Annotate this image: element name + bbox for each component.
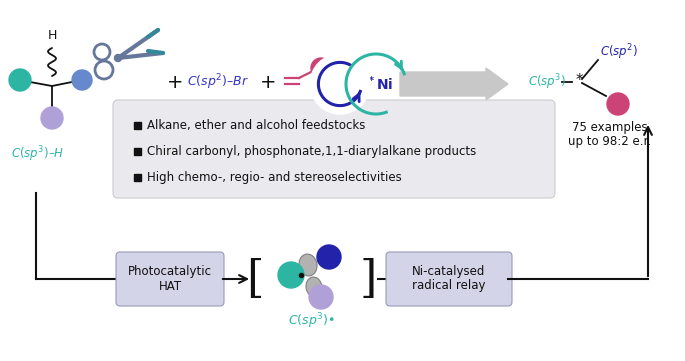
Circle shape [72,70,92,90]
Circle shape [9,69,31,91]
Text: *: * [576,74,584,88]
Text: $C(sp^2)$: $C(sp^2)$ [600,42,638,62]
Text: $\mathbf{L^*Ni}$: $\mathbf{L^*Ni}$ [358,75,394,93]
Text: $C(sp^2)$–Br: $C(sp^2)$–Br [187,72,249,92]
FancyBboxPatch shape [116,252,224,306]
Text: up to 98:2 e.r.: up to 98:2 e.r. [569,135,651,148]
Text: [: [ [247,257,264,301]
Text: +: + [260,73,276,91]
Bar [134,174,141,181]
Text: $C(sp^3)$•: $C(sp^3)$• [288,311,334,331]
Circle shape [607,93,629,115]
Circle shape [278,262,304,288]
FancyBboxPatch shape [386,252,512,306]
Text: 75 examples: 75 examples [572,122,648,135]
Text: Photo-: Photo- [323,73,357,83]
Text: Photocatalytic: Photocatalytic [128,265,212,278]
Text: +: + [166,73,184,91]
Bar [134,148,141,155]
FancyArrow shape [400,68,508,100]
Bar [134,122,141,129]
Text: $C(sp^3)$–H: $C(sp^3)$–H [11,144,65,164]
Text: HAT: HAT [329,85,350,95]
Circle shape [310,54,370,114]
Ellipse shape [306,277,322,297]
Ellipse shape [299,254,317,276]
Circle shape [317,245,341,269]
FancyBboxPatch shape [113,100,555,198]
Circle shape [311,58,331,78]
Text: Chiral carbonyl, phosphonate,1,1-diarylalkane products: Chiral carbonyl, phosphonate,1,1-diaryla… [147,144,476,157]
Text: $C(sp^3)$: $C(sp^3)$ [528,72,566,92]
Text: radical relay: radical relay [412,279,486,292]
Text: Alkane, ether and alcohol feedstocks: Alkane, ether and alcohol feedstocks [147,118,365,131]
Circle shape [309,285,333,309]
Text: H: H [47,29,57,42]
Text: ]: ] [360,257,377,301]
Text: High chemo-, regio- and stereoselectivities: High chemo-, regio- and stereoselectivit… [147,170,401,183]
Circle shape [114,55,121,61]
Text: Ni-catalysed: Ni-catalysed [412,265,486,278]
Circle shape [41,107,63,129]
Text: HAT: HAT [158,279,182,292]
